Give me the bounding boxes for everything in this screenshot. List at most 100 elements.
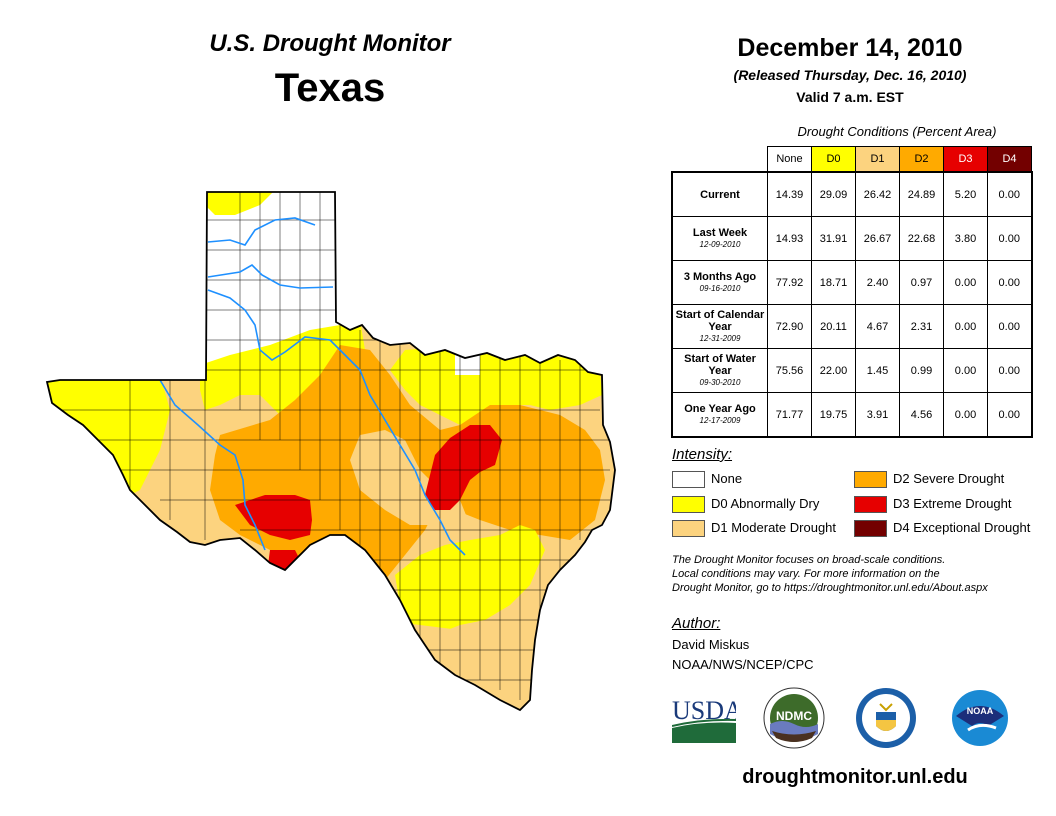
legend-item-d0: D0 Abnormally Dry (672, 495, 819, 514)
region-d3-south (268, 550, 305, 615)
row-label: One Year Ago 12-17-2009 (671, 392, 768, 438)
cell-none: 72.90 (767, 304, 812, 349)
col-header-d2: D2 (899, 146, 944, 173)
disclaimer-note: The Drought Monitor focuses on broad-sca… (672, 554, 988, 594)
row-label: Current (671, 171, 768, 217)
cell-d0: 29.09 (811, 171, 856, 217)
cell-d2: 4.56 (899, 392, 944, 438)
row-label: Start of Calendar Year 12-31-2009 (671, 304, 768, 349)
cell-d3: 0.00 (943, 392, 988, 438)
cell-d1: 26.42 (855, 171, 900, 217)
table-row: One Year Ago 12-17-2009 71.77 19.75 3.91 4.56… (671, 392, 1032, 438)
cell-d3: 5.20 (943, 171, 988, 217)
cell-d3: 3.80 (943, 216, 988, 261)
author-heading: Author: (672, 615, 721, 632)
commerce-seal-logo (856, 688, 916, 748)
cell-d2: 0.99 (899, 348, 944, 393)
legend-item-d1: D1 Moderate Drought (672, 519, 836, 538)
legend-swatch (854, 520, 887, 538)
valid-time: Valid 7 a.m. EST (796, 89, 904, 105)
region-d0-coastal-bend (395, 525, 545, 635)
region-d0-northeast (390, 345, 602, 425)
cell-none: 14.93 (767, 216, 812, 261)
cell-d2: 24.89 (899, 171, 944, 217)
cell-d3: 0.00 (943, 304, 988, 349)
region-d0-westtx (47, 370, 170, 500)
drought-conditions-table: None D0 D1 D2 D3 D4 Current 14.39 29.09 26.… (671, 146, 1033, 438)
title-product: U.S. Drought Monitor (209, 30, 451, 57)
svg-text:NOAA: NOAA (967, 706, 994, 716)
region-d3-east (425, 425, 502, 510)
cell-d1: 2.40 (855, 260, 900, 305)
cell-d0: 22.00 (811, 348, 856, 393)
cell-d1: 3.91 (855, 392, 900, 438)
legend-swatch (672, 496, 705, 514)
cell-d3: 0.00 (943, 260, 988, 305)
cell-d4: 0.00 (987, 216, 1032, 261)
legend-swatch (672, 520, 705, 538)
river-red (207, 263, 334, 289)
legend-item-d3: D3 Extreme Drought (854, 495, 1012, 514)
cell-d2: 2.31 (899, 304, 944, 349)
cell-d0: 31.91 (811, 216, 856, 261)
website-link[interactable]: droughtmonitor.unl.edu (742, 766, 968, 788)
cell-d1: 26.67 (855, 216, 900, 261)
col-header-d4: D4 (987, 146, 1032, 173)
table-row: 3 Months Ago 09-16-2010 77.92 18.71 2.40 0.97… (671, 260, 1032, 305)
row-label: Start of Water Year 09-30-2010 (671, 348, 768, 393)
usda-logo: USDA (672, 696, 736, 743)
table-corner (672, 147, 768, 173)
row-label: Last Week 12-09-2010 (671, 216, 768, 261)
cell-none: 14.39 (767, 171, 812, 217)
cell-d0: 19.75 (811, 392, 856, 438)
region-none-panhandle (200, 192, 370, 370)
legend-swatch (854, 471, 887, 489)
legend-item-d2: D2 Severe Drought (854, 470, 1004, 489)
table-row: Start of Calendar Year 12-31-2009 72.90 20.… (671, 304, 1032, 349)
table-caption: Drought Conditions (Percent Area) (797, 124, 997, 139)
table-row: Start of Water Year 09-30-2010 75.56 22.00 1… (671, 348, 1032, 393)
map-date: December 14, 2010 (737, 34, 963, 62)
rivers (159, 217, 466, 556)
table-row: Last Week 12-09-2010 14.93 31.91 26.67 22.68 3… (671, 216, 1032, 261)
cell-none: 77.92 (767, 260, 812, 305)
legend-swatch (854, 496, 887, 514)
col-header-d3: D3 (943, 146, 988, 173)
col-header-none: None (767, 146, 812, 173)
legend-item-d4: D4 Exceptional Drought (854, 519, 1030, 538)
cell-d4: 0.00 (987, 260, 1032, 305)
cell-d4: 0.00 (987, 348, 1032, 393)
title-region: Texas (274, 66, 386, 110)
cell-d0: 20.11 (811, 304, 856, 349)
ndmc-logo: NDMC (763, 687, 825, 749)
region-d3-southwest (235, 495, 312, 540)
col-header-d1: D1 (855, 146, 900, 173)
cell-d0: 18.71 (811, 260, 856, 305)
legend-item-none: None (672, 470, 742, 489)
row-label: 3 Months Ago 09-16-2010 (671, 260, 768, 305)
cell-none: 71.77 (767, 392, 812, 438)
author-name: David Miskus (672, 637, 750, 652)
release-date: (Released Thursday, Dec. 16, 2010) (733, 67, 967, 83)
river-canadian (207, 217, 316, 246)
cell-d4: 0.00 (987, 304, 1032, 349)
svg-text:NDMC: NDMC (776, 709, 812, 723)
cell-d4: 0.00 (987, 392, 1032, 438)
col-header-d0: D0 (811, 146, 856, 173)
cell-d1: 1.45 (855, 348, 900, 393)
river-brazos (207, 289, 466, 556)
cell-d2: 0.97 (899, 260, 944, 305)
legend-swatch (672, 471, 705, 489)
table-row: Current 14.39 29.09 26.42 24.89 5.20 0.00 (671, 171, 1032, 217)
cell-d3: 0.00 (943, 348, 988, 393)
noaa-logo: NOAA (952, 690, 1008, 746)
legend-title: Intensity: (672, 446, 733, 463)
county-grid (47, 192, 610, 700)
author-org: NOAA/NWS/NCEP/CPC (672, 657, 814, 672)
river-rio-grande (159, 379, 266, 551)
cell-d1: 4.67 (855, 304, 900, 349)
cell-d2: 22.68 (899, 216, 944, 261)
cell-d4: 0.00 (987, 171, 1032, 217)
texas-drought-map (46, 191, 616, 711)
cell-none: 75.56 (767, 348, 812, 393)
